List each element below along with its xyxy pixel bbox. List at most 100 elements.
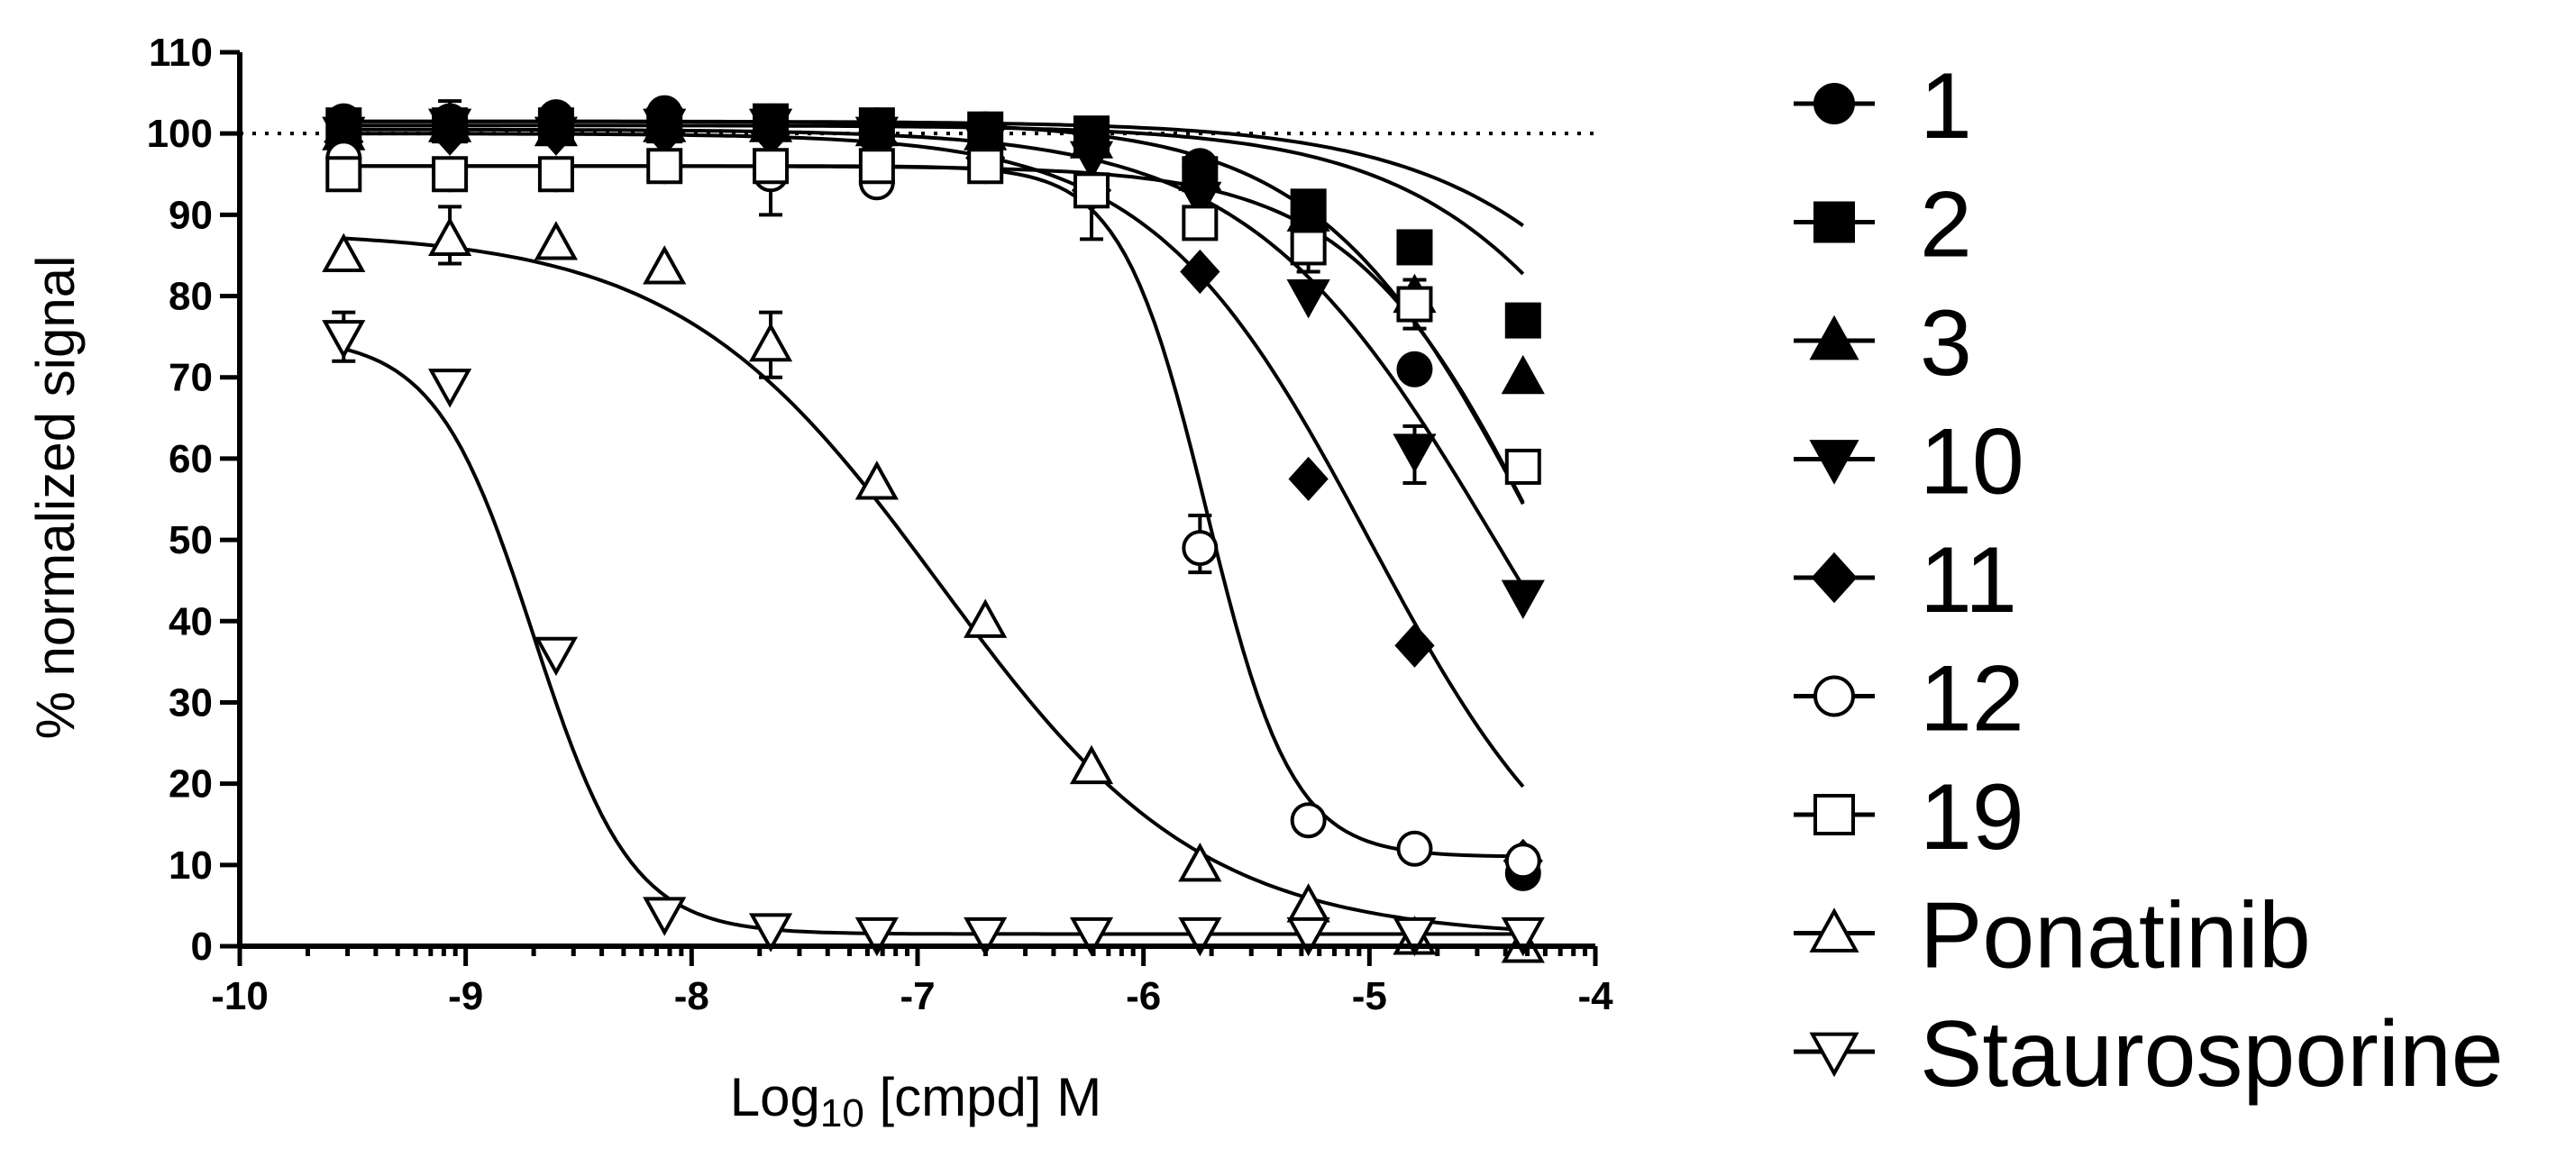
data-point-ponatinib: [748, 322, 793, 362]
legend-label: Ponatinib: [1920, 884, 2311, 989]
legend-label: 19: [1920, 765, 2024, 870]
data-point-19: [1073, 172, 1110, 209]
legend-label: Staurosporine: [1920, 1002, 2504, 1107]
y-tick-label: 0: [191, 925, 213, 969]
data-point-12: [1290, 802, 1327, 839]
fit-curve-1: [343, 119, 1525, 506]
data-point-ponatinib: [322, 232, 366, 273]
y-tick-label: 80: [169, 275, 213, 319]
data-point-staurosporine: [854, 916, 899, 957]
data-point-19: [1290, 229, 1327, 266]
legend-item-19: 19: [1794, 765, 2024, 870]
fit-curve-ponatinib: [343, 236, 1523, 932]
data-point-staurosporine: [964, 916, 1008, 957]
data-point-11: [1288, 456, 1329, 502]
data-point-staurosporine: [428, 369, 472, 408]
legend-marker-staurosporine: [1809, 1032, 1859, 1078]
data-point-19: [537, 156, 574, 193]
data-point-10: [1501, 579, 1545, 620]
data-point-2: [1504, 302, 1541, 339]
legend-item-1: 1: [1794, 54, 1972, 159]
y-tick-label: 110: [149, 31, 213, 75]
legend-label: 10: [1920, 410, 2024, 515]
data-point-staurosporine: [1286, 916, 1330, 957]
x-axis-title: Log10 [cmpd] M: [730, 1067, 1101, 1135]
data-point-3: [1501, 354, 1545, 395]
data-point-staurosporine: [1393, 916, 1437, 957]
legend-item-staurosporine: Staurosporine: [1794, 1002, 2504, 1107]
legend-item-2: 2: [1794, 173, 1972, 278]
y-tick-label: 90: [169, 193, 213, 237]
data-point-10: [1178, 181, 1222, 222]
data-point-ponatinib: [1286, 883, 1330, 923]
legend-marker-1: [1813, 83, 1855, 124]
y-axis-title: % normalized signal: [25, 256, 86, 740]
x-tick-label: -4: [1577, 974, 1613, 1018]
data-point-ponatinib: [534, 221, 579, 260]
x-tick-label: -10: [211, 974, 269, 1018]
data-point-11: [535, 111, 577, 156]
y-tick-label: 50: [169, 518, 213, 562]
y-tick-label: 70: [169, 356, 213, 400]
data-point-19: [967, 148, 1004, 185]
data-point-19: [432, 156, 469, 193]
data-point-19: [646, 148, 683, 185]
y-tick-label: 20: [169, 762, 213, 807]
legend-item-11: 11: [1794, 528, 2017, 633]
y-tick-label: 30: [169, 680, 213, 725]
data-point-19: [1504, 448, 1541, 485]
data-point-11: [429, 111, 470, 156]
data-point-staurosporine: [1178, 916, 1222, 957]
data-point-12: [1182, 530, 1219, 567]
tick-labels: 0 10 20 30 40 50 60 70 80 90 100 110 -10 -9 -8 -7 -6 -5 -4: [147, 31, 1614, 1018]
data-point-staurosporine: [748, 913, 793, 953]
x-axis-title-subscript: 10: [820, 1091, 864, 1135]
data-point-ponatinib: [964, 598, 1008, 638]
data-point-19: [858, 148, 895, 185]
legend-item-ponatinib: Ponatinib: [1794, 884, 2311, 989]
x-tick-label: -5: [1352, 974, 1387, 1018]
data-point-ponatinib: [428, 216, 472, 256]
axes: [220, 50, 1598, 966]
data-point-10: [1393, 433, 1437, 473]
data-point-2: [1396, 229, 1433, 266]
legend-item-12: 12: [1794, 647, 2024, 752]
legend-label: 2: [1920, 173, 1972, 278]
data-point-12: [1504, 843, 1541, 880]
fit-curve-10: [343, 127, 1525, 588]
data-point-ponatinib: [1069, 744, 1114, 785]
legend-marker-11: [1811, 552, 1858, 604]
legend-marker-ponatinib: [1809, 907, 1859, 953]
fit-curves: [343, 119, 1525, 936]
y-tick-label: 40: [169, 599, 213, 643]
fit-curve-11: [343, 132, 1525, 789]
legend-marker-3: [1809, 315, 1859, 360]
data-point-19: [1182, 205, 1219, 242]
y-tick-label: 10: [169, 843, 213, 888]
legend-label: 11: [1920, 528, 2017, 633]
legend-label: 12: [1920, 647, 2024, 752]
data-point-10: [1286, 278, 1330, 319]
y-tick-label: 60: [169, 437, 213, 481]
x-tick-label: -9: [448, 974, 483, 1018]
data-point-1: [1396, 351, 1433, 387]
data-point-19: [753, 148, 790, 185]
x-tick-label: -7: [900, 974, 935, 1018]
data-point-11: [1394, 623, 1435, 668]
x-axis-title-rest: [cmpd] M: [864, 1067, 1101, 1127]
data-point-staurosporine: [322, 320, 366, 360]
data-point-11: [1180, 249, 1220, 295]
data-point-staurosporine: [534, 636, 579, 677]
legend-marker-2: [1813, 201, 1855, 243]
y-tick-label: 100: [147, 112, 213, 156]
fit-curve-12: [343, 164, 1523, 859]
data-point-ponatinib: [643, 245, 687, 285]
fit-curve-staurosporine: [343, 347, 1523, 936]
data-point-ponatinib: [854, 460, 899, 500]
data-point-staurosporine: [1069, 916, 1114, 957]
data-point-12: [1396, 830, 1433, 867]
data-point-19: [1396, 286, 1433, 323]
data-point-10: [1069, 141, 1114, 181]
